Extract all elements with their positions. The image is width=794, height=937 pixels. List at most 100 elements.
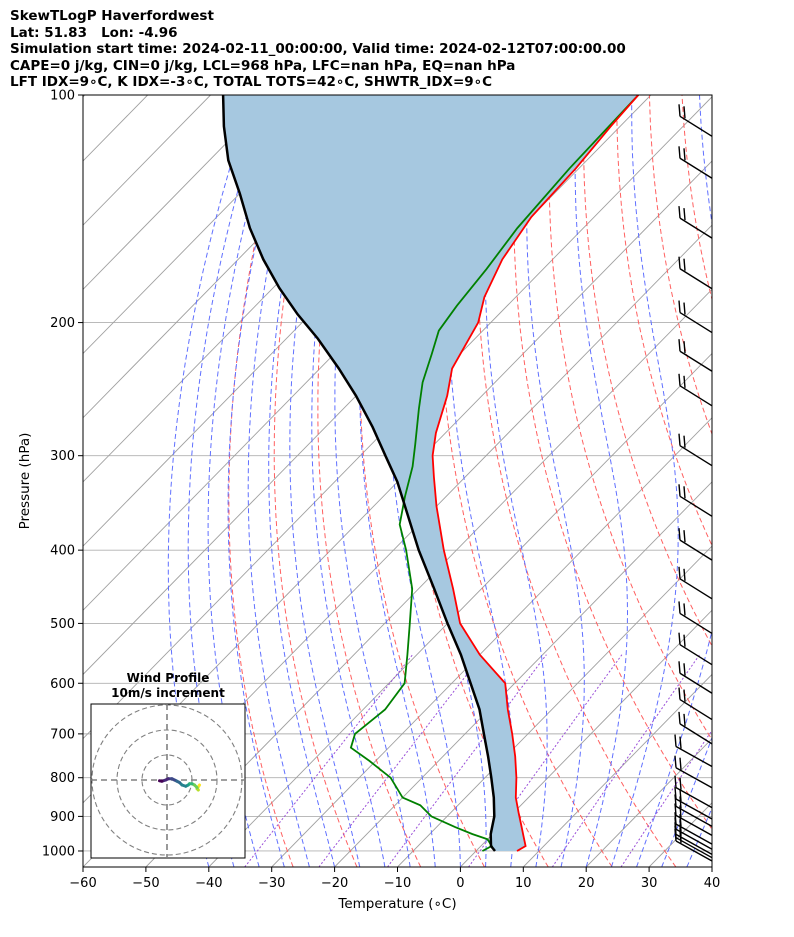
wind-barb-flag bbox=[678, 601, 681, 614]
wind-barb bbox=[679, 644, 713, 666]
chart-cape-cin: CAPE=0 j/kg, CIN=0 j/kg, LCL=968 hPa, LF… bbox=[10, 57, 516, 74]
mixing-ratio-line bbox=[244, 654, 413, 867]
wind-barb-flag bbox=[678, 104, 681, 117]
wind-barb-flag bbox=[678, 687, 681, 700]
moist-adiabat-line bbox=[247, 95, 310, 867]
moist-adiabat-line bbox=[686, 806, 712, 867]
moist-adiabat-line bbox=[484, 95, 548, 867]
wind-barb bbox=[675, 828, 713, 850]
wind-barb-flag bbox=[678, 566, 681, 579]
wind-barb bbox=[679, 311, 713, 334]
wind-barb-flag bbox=[683, 435, 686, 448]
moist-adiabat-line bbox=[636, 95, 712, 867]
wind-barb bbox=[679, 350, 713, 372]
wind-barb bbox=[679, 445, 713, 467]
moist-adiabat-line bbox=[207, 95, 281, 867]
y-tick-label: 700 bbox=[50, 727, 75, 742]
wind-barb-flag bbox=[683, 208, 686, 221]
dry-adiabat-line bbox=[548, 95, 712, 741]
isotherm-line bbox=[83, 95, 86, 98]
y-tick-label: 900 bbox=[50, 810, 75, 825]
chart-station-title: SkewTLogP Haverfordwest bbox=[10, 8, 214, 24]
isotherm-line bbox=[334, 481, 712, 867]
isotherm-line bbox=[460, 609, 712, 867]
wind-barb-flag bbox=[678, 339, 681, 352]
axes-group: −60 −50 −40 −30 −20 −10 0 10 20 30 40 100 200 300 400 5… bbox=[17, 89, 720, 913]
wind-barb-flag bbox=[683, 530, 686, 543]
moist-adiabat-line bbox=[711, 865, 712, 867]
mixing-ratio-line bbox=[387, 654, 547, 867]
dry-adiabat-line bbox=[476, 95, 677, 867]
wind-barb bbox=[679, 385, 713, 407]
wind-barb bbox=[675, 840, 713, 862]
hodograph-frame bbox=[90, 703, 246, 859]
y-axis-label: Pressure (hPa) bbox=[17, 433, 33, 530]
wind-barb-flag bbox=[683, 148, 686, 161]
wind-barb-flag bbox=[678, 146, 681, 159]
isotherm-line bbox=[83, 95, 274, 290]
y-tick-label: 600 bbox=[50, 677, 75, 692]
wind-barb-flag bbox=[683, 341, 686, 354]
chart-header: SkewTLogP Haverfordwest Lat: 51.83 Lon: … bbox=[10, 8, 626, 91]
wind-barb-flag bbox=[674, 755, 677, 768]
wind-barb-flag bbox=[674, 812, 677, 825]
x-axis-label: Temperature (∘C) bbox=[337, 896, 456, 912]
x-tick-label: −10 bbox=[384, 876, 411, 891]
chart-location: Lat: 51.83 Lon: -4.96 bbox=[10, 24, 178, 41]
wind-barb-flag bbox=[678, 256, 681, 269]
dry-adiabat-line bbox=[780, 95, 794, 867]
wind-barb-flag bbox=[678, 433, 681, 446]
wind-barb-flag bbox=[678, 373, 681, 386]
chart-indices: LFT IDX=9∘C, K IDX=-3∘C, TOTAL TOTS=42∘C… bbox=[10, 74, 493, 91]
wind-barb-flag bbox=[679, 814, 682, 827]
wind-barb-flag bbox=[678, 528, 681, 541]
dry-adiabat-line bbox=[582, 95, 712, 647]
dry-adiabat-line bbox=[317, 95, 422, 867]
wind-barb-flag bbox=[674, 775, 677, 788]
wind-barb-flag bbox=[674, 734, 677, 747]
moist-adiabat-line bbox=[359, 95, 436, 867]
hodograph-subtitle: 10m/s increment bbox=[111, 686, 225, 700]
wind-barb bbox=[679, 698, 713, 721]
x-tick-label: 10 bbox=[515, 876, 532, 891]
wind-barb-flag bbox=[674, 786, 677, 800]
wind-barb-flag bbox=[683, 258, 686, 271]
y-tick-label: 300 bbox=[50, 449, 75, 464]
wind-barb-flag bbox=[683, 568, 686, 581]
wind-barb bbox=[675, 798, 713, 820]
wind-barb bbox=[675, 833, 713, 855]
wind-barb bbox=[675, 837, 713, 859]
wind-barb bbox=[679, 672, 713, 694]
isotherm-line bbox=[711, 866, 712, 867]
mixing-ratio-line bbox=[551, 654, 701, 867]
wind-barb-flag bbox=[679, 736, 682, 749]
wind-barb-flag bbox=[683, 634, 686, 647]
hodograph-rings bbox=[91, 704, 245, 858]
wind-barb bbox=[675, 787, 713, 809]
wind-barb-flag bbox=[674, 803, 677, 816]
y-tick-label: 800 bbox=[50, 771, 75, 786]
moist-adiabat-line bbox=[187, 95, 267, 867]
wind-barbs-group bbox=[674, 104, 713, 862]
wind-barb-flag bbox=[678, 711, 681, 724]
moist-adiabat-line bbox=[334, 95, 411, 867]
x-tick-label: 20 bbox=[578, 876, 595, 891]
dry-adiabat-line bbox=[616, 95, 712, 547]
wind-barb bbox=[679, 539, 713, 561]
wind-barb bbox=[679, 578, 713, 600]
isotherm-line bbox=[83, 95, 211, 226]
dry-adiabat-line bbox=[681, 95, 712, 302]
dry-adiabat-line bbox=[715, 95, 794, 867]
moist-adiabat-line bbox=[610, 95, 679, 867]
wind-barb bbox=[679, 217, 713, 239]
dry-adiabat-line bbox=[273, 95, 358, 867]
wind-barb bbox=[675, 745, 713, 768]
wind-barb bbox=[679, 157, 713, 179]
wind-barb bbox=[675, 805, 713, 828]
wind-barb-flag bbox=[683, 106, 686, 119]
wind-barb bbox=[679, 268, 713, 290]
y-tick-label: 100 bbox=[50, 89, 75, 104]
wind-barb-flag bbox=[683, 689, 686, 702]
moist-adiabat-line bbox=[289, 95, 361, 867]
